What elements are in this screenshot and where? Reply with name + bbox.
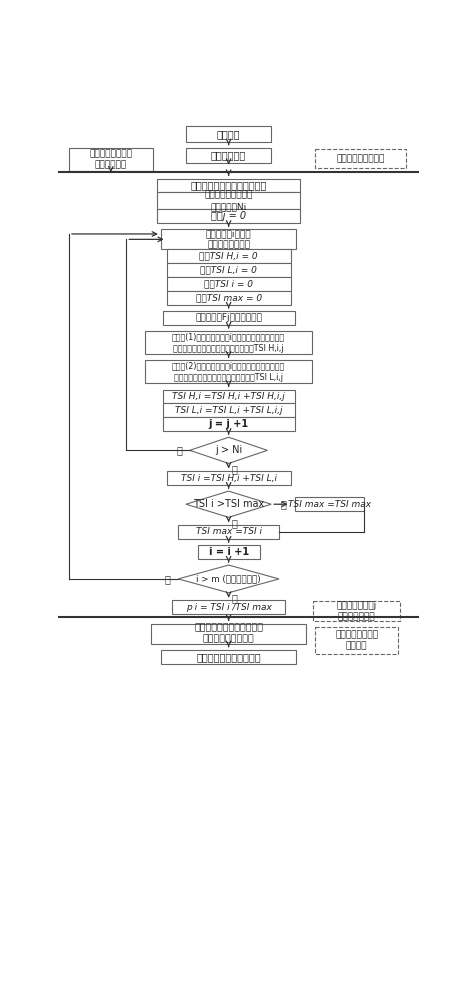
Bar: [69, 148, 153, 171]
Bar: [313, 601, 400, 621]
Text: 设置TSI i = 0: 设置TSI i = 0: [204, 280, 253, 289]
Bar: [315, 149, 406, 168]
Bar: [163, 417, 294, 431]
Text: TSI i =TSI H,i +TSI L,i: TSI i =TSI H,i +TSI L,i: [180, 474, 277, 483]
Text: 稳定计算: 稳定计算: [217, 129, 240, 139]
Text: i = i +1: i = i +1: [209, 547, 249, 557]
Text: 对所有稳定计算结果进行分析: 对所有稳定计算结果进行分析: [191, 180, 267, 190]
Text: 潮流稳定数据文件
故障定义文件: 潮流稳定数据文件 故障定义文件: [89, 149, 133, 169]
Bar: [166, 291, 291, 305]
Text: 稳定结果文件: 稳定结果文件: [211, 150, 246, 160]
Bar: [173, 600, 285, 614]
Bar: [163, 403, 294, 417]
Polygon shape: [178, 565, 279, 593]
Bar: [145, 360, 312, 383]
Text: 调整无功源i无功出
力，进行潮流计算: 调整无功源i无功出 力，进行潮流计算: [206, 229, 252, 249]
Polygon shape: [186, 491, 271, 517]
Text: 采用内点法求解优化模型: 采用内点法求解优化模型: [196, 652, 261, 662]
Bar: [315, 627, 399, 654]
Bar: [157, 179, 300, 192]
Text: i > m (所有无功源数): i > m (所有无功源数): [196, 574, 261, 583]
Text: 否: 否: [165, 574, 170, 584]
Text: 是: 是: [232, 593, 238, 603]
Text: p i = TSI i /TSI max: p i = TSI i /TSI max: [186, 603, 272, 612]
Bar: [163, 311, 294, 325]
Text: 根据式(2)计算动态无功源i相对分层接入直流逆变侧
低端换流站母线的无功电压控制灵敏度TSI L,i,j: 根据式(2)计算动态无功源i相对分层接入直流逆变侧 低端换流站母线的无功电压控制…: [172, 362, 285, 382]
Text: 否: 否: [281, 499, 286, 509]
Text: 设置TSI H,i = 0: 设置TSI H,i = 0: [199, 252, 258, 261]
Text: 根据式(1)计算动态无功源i相对分层接入直流逆变侧
高端换流站母线的无功电压控制灵敏度TSI H,i,j: 根据式(1)计算动态无功源i相对分层接入直流逆变侧 高端换流站母线的无功电压控制…: [172, 332, 285, 353]
Bar: [186, 148, 271, 163]
Bar: [178, 525, 279, 539]
Bar: [157, 192, 300, 209]
Text: 是: 是: [232, 464, 238, 474]
Bar: [166, 277, 291, 291]
Bar: [163, 389, 294, 403]
Bar: [151, 624, 306, 644]
Bar: [145, 331, 312, 354]
Bar: [294, 497, 364, 511]
Text: 求取无功源节点j
的参与因子部分: 求取无功源节点j 的参与因子部分: [336, 601, 377, 621]
Text: 基础数据的准备部分: 基础数据的准备部分: [336, 154, 385, 163]
Polygon shape: [190, 437, 267, 463]
Bar: [186, 126, 271, 142]
Bar: [166, 249, 291, 263]
Bar: [166, 263, 291, 277]
Text: 确定关键故障集合，
关键故障数Ni: 确定关键故障集合， 关键故障数Ni: [205, 191, 253, 211]
Text: 建立动态无功备用协调优化
配置问题的优化模型: 建立动态无功备用协调优化 配置问题的优化模型: [194, 624, 263, 644]
Text: TSI H,i =TSI H,i +TSI H,i,j: TSI H,i =TSI H,i +TSI H,i,j: [172, 392, 285, 401]
Bar: [161, 229, 297, 249]
Text: TSI i >TSI max: TSI i >TSI max: [193, 499, 264, 509]
Text: j = j +1: j = j +1: [209, 419, 249, 429]
Text: 动态无功备用协调
优化部分: 动态无功备用协调 优化部分: [335, 630, 378, 651]
Text: TSI max =TSI max: TSI max =TSI max: [288, 500, 371, 509]
Text: TSI max =TSI i: TSI max =TSI i: [196, 527, 262, 536]
Text: 对关键故障Fj进行稳定计算: 对关键故障Fj进行稳定计算: [195, 313, 262, 322]
Text: 设置TSI max = 0: 设置TSI max = 0: [196, 293, 262, 302]
Bar: [161, 650, 297, 664]
Bar: [198, 545, 259, 559]
Text: 设置TSI L,i = 0: 设置TSI L,i = 0: [200, 266, 257, 275]
Text: 否: 否: [176, 445, 182, 455]
Text: 是: 是: [232, 518, 238, 528]
Bar: [157, 209, 300, 223]
Text: TSI L,i =TSI L,i +TSI L,i,j: TSI L,i =TSI L,i +TSI L,i,j: [175, 406, 282, 415]
Text: 设置j = 0: 设置j = 0: [211, 211, 246, 221]
Text: j > Ni: j > Ni: [215, 445, 242, 455]
Bar: [166, 471, 291, 485]
